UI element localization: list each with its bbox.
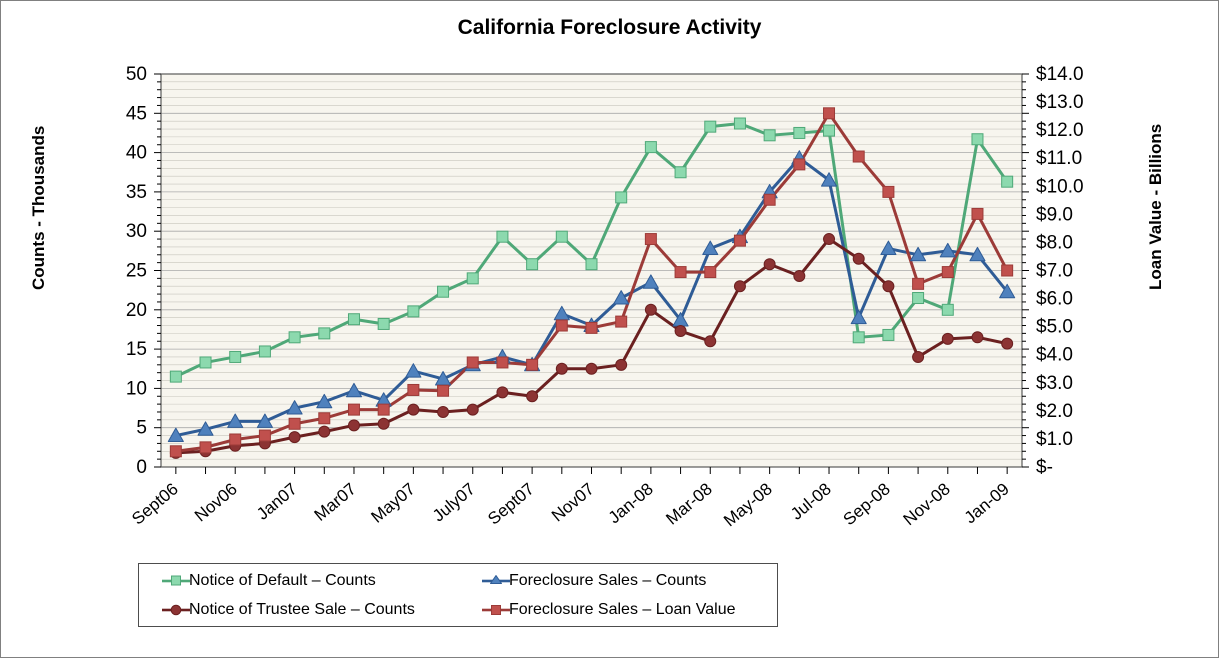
svg-text:10: 10 (126, 378, 147, 399)
svg-text:5: 5 (136, 418, 147, 439)
svg-text:$14.0: $14.0 (1036, 64, 1084, 85)
svg-text:40: 40 (126, 143, 147, 164)
svg-text:$-: $- (1036, 457, 1053, 478)
svg-text:$5.0: $5.0 (1036, 317, 1073, 338)
svg-text:15: 15 (126, 339, 147, 360)
svg-text:25: 25 (126, 261, 147, 282)
svg-text:$10.0: $10.0 (1036, 176, 1084, 197)
svg-text:$12.0: $12.0 (1036, 120, 1084, 141)
svg-text:$7.0: $7.0 (1036, 261, 1073, 282)
svg-text:$11.0: $11.0 (1036, 148, 1082, 169)
svg-text:45: 45 (126, 103, 147, 124)
svg-text:20: 20 (126, 300, 147, 321)
svg-text:30: 30 (126, 221, 147, 242)
svg-text:$8.0: $8.0 (1036, 232, 1073, 253)
svg-text:$3.0: $3.0 (1036, 373, 1073, 394)
svg-text:$1.0: $1.0 (1036, 429, 1073, 450)
svg-text:$6.0: $6.0 (1036, 289, 1073, 310)
svg-text:$9.0: $9.0 (1036, 204, 1073, 225)
svg-text:50: 50 (126, 64, 147, 85)
svg-text:0: 0 (136, 457, 147, 478)
svg-text:$13.0: $13.0 (1036, 92, 1084, 113)
svg-text:$4.0: $4.0 (1036, 345, 1073, 366)
svg-text:$2.0: $2.0 (1036, 401, 1073, 422)
svg-text:35: 35 (126, 182, 147, 203)
